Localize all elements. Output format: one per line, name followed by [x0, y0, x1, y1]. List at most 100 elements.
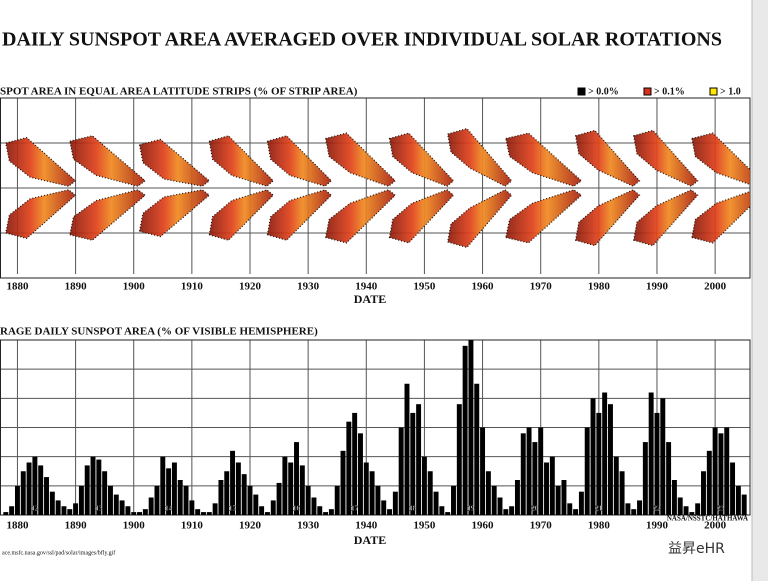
bar — [456, 404, 462, 515]
bar — [683, 506, 689, 515]
cycle-label: 13 — [95, 505, 103, 513]
bar — [433, 491, 439, 515]
bar — [32, 456, 38, 515]
bar — [125, 506, 131, 515]
bar — [61, 506, 67, 515]
bar — [642, 442, 648, 515]
bar — [73, 503, 79, 515]
bar — [44, 477, 49, 515]
butterfly-wing — [208, 189, 275, 241]
bar — [532, 442, 538, 515]
cycle-label: 23 — [717, 505, 725, 513]
legend-swatch — [643, 87, 652, 96]
x-tick-label: 1960 — [472, 520, 495, 532]
butterfly-wing — [633, 129, 699, 187]
cycle-label: 15 — [229, 505, 237, 513]
bar — [671, 480, 677, 515]
plot-area — [0, 98, 750, 274]
cycle-label: 19 — [467, 505, 475, 513]
bar — [480, 427, 486, 515]
legend-swatch — [577, 87, 586, 96]
butterfly-wing — [447, 189, 513, 249]
bar — [421, 456, 427, 515]
bar — [357, 433, 363, 515]
bar — [305, 485, 311, 515]
butterfly-wing — [574, 129, 641, 187]
bar — [607, 404, 613, 515]
bar — [328, 509, 334, 515]
bar — [398, 427, 404, 515]
bar — [142, 509, 148, 515]
cycle-label: 18 — [409, 505, 417, 513]
bar — [102, 471, 108, 515]
bar — [451, 485, 456, 515]
butterfly-wing — [266, 189, 333, 241]
cycle-label: 14 — [165, 505, 173, 513]
bar — [602, 392, 608, 515]
bar — [230, 450, 236, 515]
bar — [9, 506, 15, 515]
butterfly-wing — [447, 127, 513, 187]
bar — [154, 485, 160, 515]
bar — [741, 494, 747, 515]
cycle-label: 20 — [531, 505, 539, 513]
bar — [119, 500, 125, 515]
bar — [695, 503, 701, 515]
butterfly-wing — [324, 132, 397, 187]
x-tick-label: 1880 — [6, 520, 29, 532]
bar — [619, 471, 625, 515]
main-title: DAILY SUNSPOT AREA AVERAGED OVER INDIVID… — [2, 29, 722, 51]
bar — [520, 433, 526, 515]
bar — [206, 512, 212, 515]
bar — [90, 456, 96, 515]
x-tick-label: 1880 — [6, 281, 29, 293]
bar — [84, 465, 90, 515]
bar — [549, 456, 555, 515]
bar — [474, 383, 480, 515]
butterfly-wing — [324, 189, 397, 244]
x-tick-label: 2000 — [704, 520, 727, 532]
bar — [439, 506, 445, 515]
bar — [195, 509, 201, 515]
bar — [712, 427, 718, 515]
x-tick-label: 1960 — [472, 281, 495, 293]
butterfly-wing — [5, 189, 77, 240]
cycle-label: 17 — [351, 505, 359, 513]
bar — [701, 471, 706, 515]
bar — [613, 456, 619, 515]
bar — [509, 506, 515, 515]
x-tick-label: 1890 — [65, 281, 88, 293]
bar — [689, 512, 695, 515]
bar — [445, 512, 451, 515]
bar — [20, 471, 26, 515]
bar — [363, 462, 369, 515]
bar — [253, 494, 259, 515]
cycle-label: 21 — [595, 505, 603, 513]
bar — [201, 512, 206, 515]
bar — [567, 503, 573, 515]
legend-swatch — [709, 87, 718, 96]
butterfly-wing — [138, 189, 211, 238]
x-tick-label: 1940 — [355, 281, 378, 293]
x-tick-label: 1920 — [239, 281, 262, 293]
x-tick-label: 1990 — [646, 520, 669, 532]
bar — [596, 412, 602, 515]
bar — [270, 500, 276, 515]
bar — [718, 433, 724, 515]
bar — [282, 456, 288, 515]
butterfly-wing — [388, 132, 455, 187]
bar — [410, 412, 416, 515]
x-tick-label: 1970 — [530, 281, 553, 293]
bar — [485, 471, 491, 515]
bar — [514, 480, 520, 515]
x-tick-label: 1980 — [588, 520, 611, 532]
bar — [166, 468, 172, 515]
bar — [38, 465, 44, 515]
shadow — [752, 0, 768, 581]
watermark: 益昇eHR — [668, 541, 725, 557]
bar — [317, 506, 323, 515]
bar — [67, 509, 73, 515]
butterfly-wing — [691, 132, 750, 186]
